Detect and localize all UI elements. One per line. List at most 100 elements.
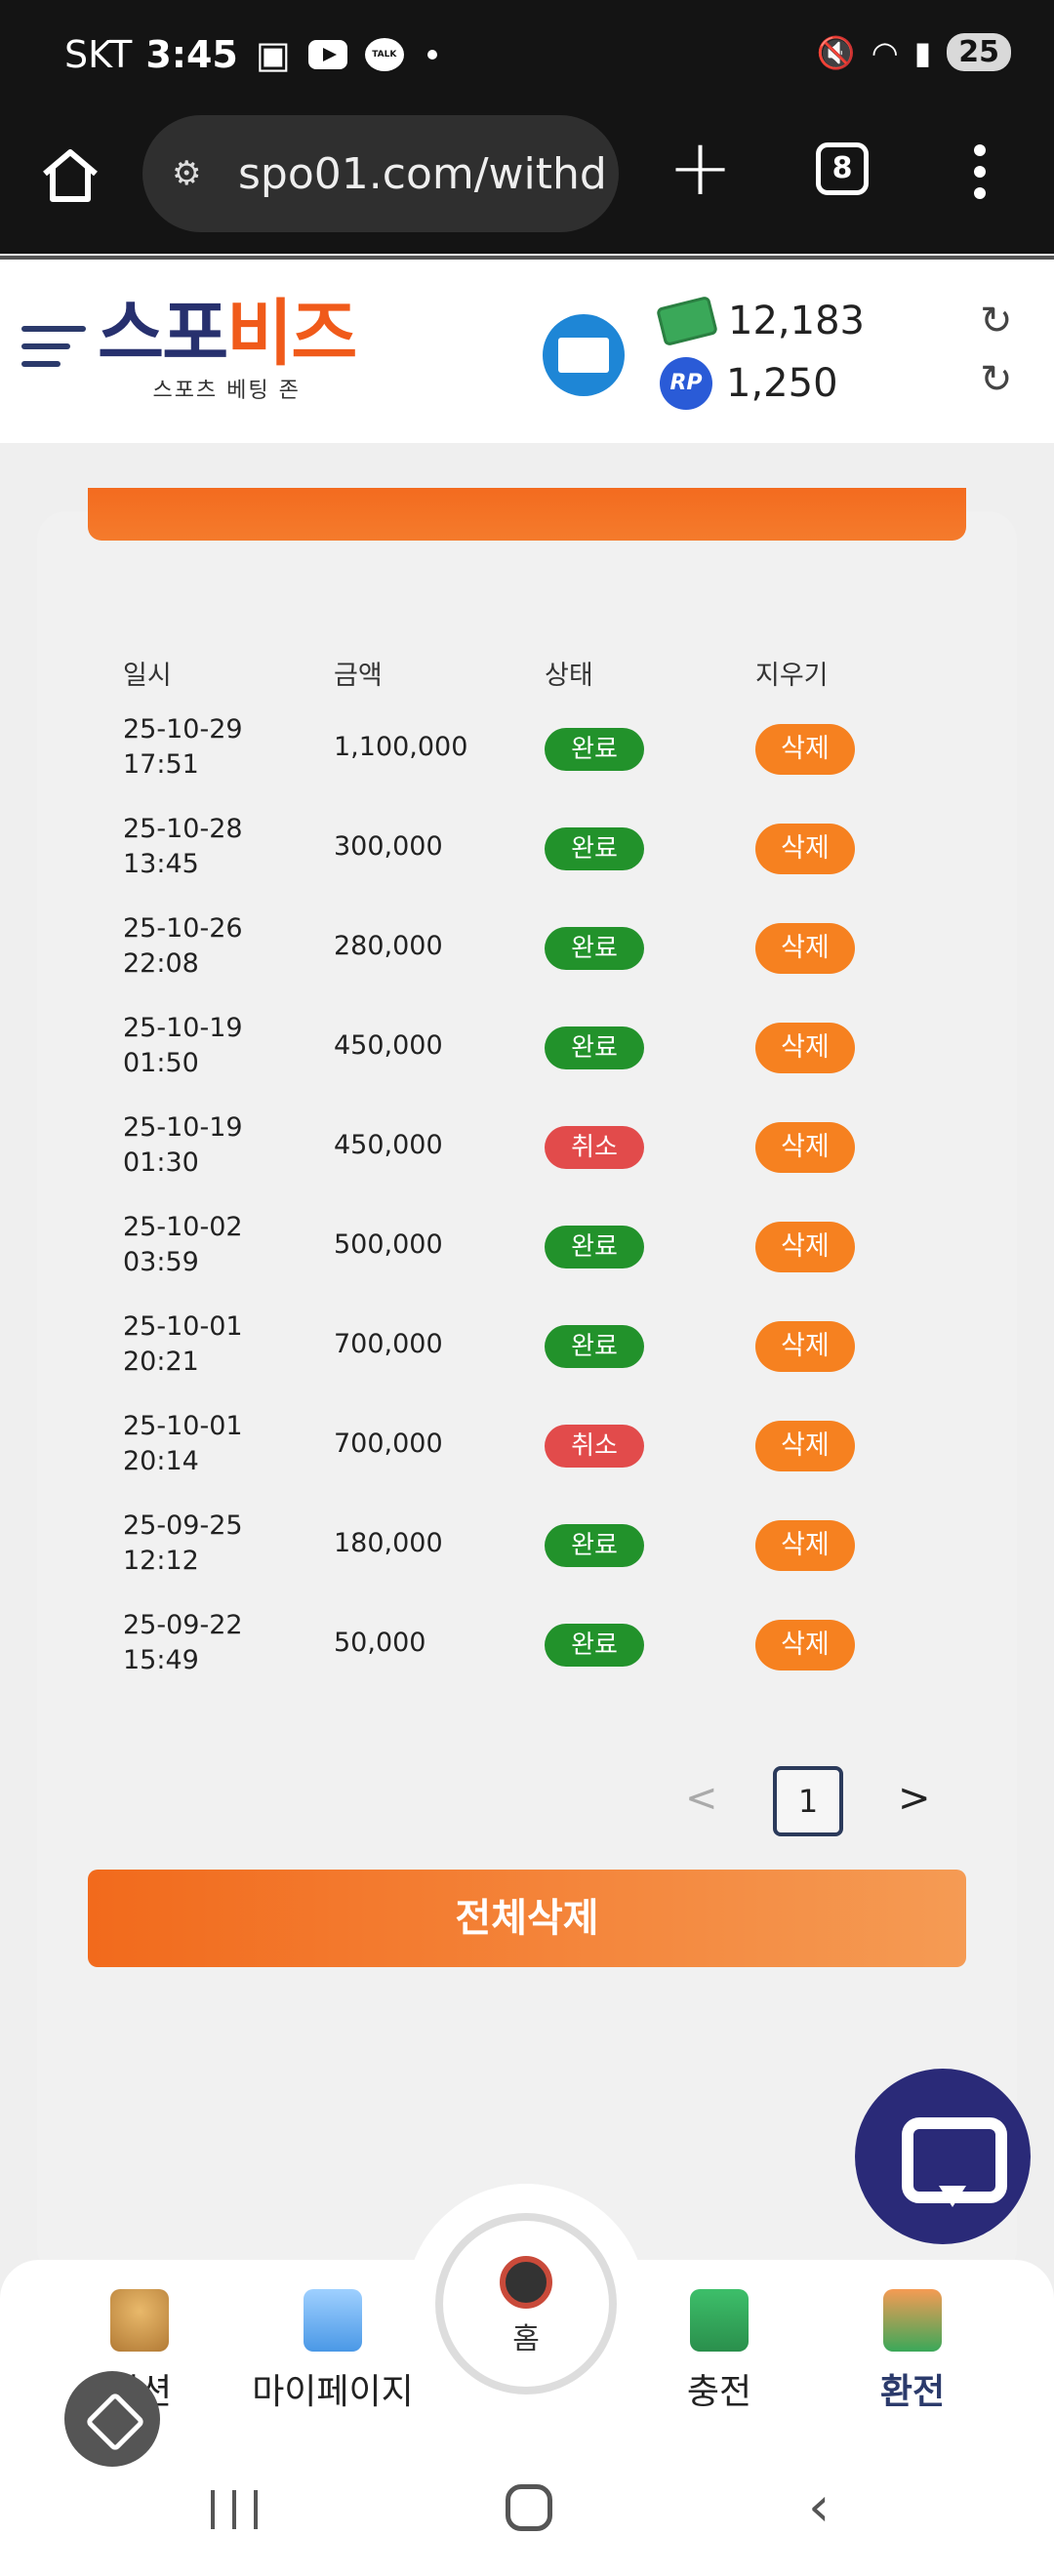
more-menu-icon[interactable] <box>970 144 990 209</box>
mail-icon[interactable] <box>543 314 625 396</box>
logo-subtitle: 스포츠 베팅 존 <box>152 379 301 403</box>
row-amount: 50,000 <box>334 1628 426 1658</box>
cash-balance: 12,183 <box>655 295 865 347</box>
new-tab-icon[interactable]: + <box>668 122 734 213</box>
row-time: 22:08 <box>123 948 199 979</box>
status-badge: 완료 <box>545 728 644 771</box>
rp-balance: RP 1,250 <box>660 357 838 410</box>
delete-row-button[interactable]: 삭제 <box>755 1222 855 1272</box>
row-time: 13:45 <box>123 849 199 879</box>
back-icon[interactable]: ‹ <box>808 2475 831 2539</box>
home-circle: 홈 <box>435 2213 617 2395</box>
delete-row-button[interactable]: 삭제 <box>755 1520 855 1571</box>
site-logo[interactable]: 스포비즈 스포츠 베팅 존 <box>98 297 357 404</box>
tab-switcher-button[interactable]: 8 <box>816 142 869 195</box>
address-bar[interactable]: ⚙ spo01.com/withd <box>142 115 619 232</box>
row-time: 20:21 <box>123 1347 199 1377</box>
header-delete: 지우기 <box>755 661 829 691</box>
row-time: 15:49 <box>123 1645 199 1675</box>
refresh-rp-icon[interactable]: ↻ <box>980 357 1013 402</box>
row-datetime: 25-10-01 20:21 <box>123 1309 243 1380</box>
hamburger-menu-icon[interactable] <box>21 326 86 379</box>
row-datetime: 25-10-19 01:30 <box>123 1110 243 1181</box>
content-card <box>37 511 1017 2277</box>
nav-item-home[interactable]: 홈 <box>406 2184 646 2424</box>
status-bar: SKT 3:45 ▣ TALK 🔇 ◠ ▮ 25 <box>0 0 1054 115</box>
nav-item-mypage[interactable]: 마이페이지 <box>240 2289 426 2414</box>
row-amount: 180,000 <box>334 1528 443 1558</box>
delete-row-button[interactable]: 삭제 <box>755 824 855 874</box>
prev-page-button[interactable]: < <box>685 1776 718 1821</box>
delete-row-button[interactable]: 삭제 <box>755 1620 855 1670</box>
table-row: 25-10-01 20:21 700,000 완료 삭제 <box>0 1309 1054 1409</box>
row-datetime: 25-09-22 15:49 <box>123 1608 243 1678</box>
delete-row-button[interactable]: 삭제 <box>755 1421 855 1471</box>
nav-item-exchange[interactable]: 환전 <box>820 2289 1005 2414</box>
page-number-button[interactable]: 1 <box>773 1766 843 1836</box>
clock: 3:45 <box>145 33 238 76</box>
row-date: 25-10-29 <box>123 714 243 745</box>
row-time: 03:59 <box>123 1247 199 1277</box>
row-amount: 300,000 <box>334 831 443 862</box>
carrier: SKT <box>64 33 133 76</box>
table-row: 25-10-01 20:14 700,000 취소 삭제 <box>0 1409 1054 1509</box>
nav-item-charge[interactable]: 충전 <box>627 2289 812 2414</box>
row-date: 25-09-22 <box>123 1610 243 1640</box>
table-row: 25-09-22 15:49 50,000 완료 삭제 <box>0 1608 1054 1708</box>
row-datetime: 25-10-19 01:50 <box>123 1011 243 1081</box>
status-badge: 완료 <box>545 1226 644 1268</box>
system-home-icon[interactable] <box>506 2484 552 2531</box>
row-amount: 280,000 <box>334 931 443 961</box>
status-badge: 완료 <box>545 1325 644 1368</box>
row-date: 25-10-02 <box>123 1212 243 1242</box>
refresh-cash-icon[interactable]: ↻ <box>980 299 1013 343</box>
row-date: 25-10-19 <box>123 1013 243 1043</box>
site-header: 스포비즈 스포츠 베팅 존 12,183 RP 1,250 ↻ ↻ <box>0 256 1054 443</box>
row-time: 20:14 <box>123 1446 199 1476</box>
system-nav-bar: ‹ <box>0 2435 1054 2576</box>
rotate-screen-icon[interactable] <box>64 2371 160 2467</box>
site-settings-icon[interactable]: ⚙ <box>172 154 202 193</box>
cash-amount: 12,183 <box>728 299 865 343</box>
cash-icon <box>655 295 719 347</box>
exchange-icon <box>883 2289 942 2352</box>
top-action-bar[interactable] <box>88 488 966 541</box>
status-right: 🔇 ◠ ▮ 25 <box>801 33 1011 71</box>
table-row: 25-09-25 12:12 180,000 완료 삭제 <box>0 1509 1054 1608</box>
row-date: 25-10-26 <box>123 913 243 944</box>
recent-apps-icon[interactable] <box>211 2490 258 2529</box>
status-badge: 완료 <box>545 1624 644 1667</box>
row-datetime: 25-09-25 12:12 <box>123 1509 243 1579</box>
delete-row-button[interactable]: 삭제 <box>755 1321 855 1372</box>
delete-row-button[interactable]: 삭제 <box>755 923 855 974</box>
url-text: spo01.com/withd <box>238 148 607 199</box>
logo-text-2: 비즈 <box>226 292 357 376</box>
table-row: 25-10-02 03:59 500,000 완료 삭제 <box>0 1210 1054 1309</box>
delete-row-button[interactable]: 삭제 <box>755 724 855 775</box>
rp-icon: RP <box>660 357 712 410</box>
status-badge: 완료 <box>545 927 644 970</box>
row-time: 12:12 <box>123 1546 199 1576</box>
next-page-button[interactable]: > <box>898 1776 931 1821</box>
row-amount: 700,000 <box>334 1429 443 1459</box>
row-time: 01:30 <box>123 1147 199 1178</box>
chat-icon[interactable] <box>855 2069 1031 2244</box>
row-datetime: 25-10-01 20:14 <box>123 1409 243 1479</box>
youtube-icon <box>307 40 347 69</box>
delete-row-button[interactable]: 삭제 <box>755 1023 855 1073</box>
row-time: 01:50 <box>123 1048 199 1078</box>
status-badge: 취소 <box>545 1126 644 1169</box>
notification-dot-icon <box>426 50 437 60</box>
signal-icon: ▮ <box>913 33 932 71</box>
delete-all-button[interactable]: 전체삭제 <box>88 1870 966 1967</box>
browser-home-icon[interactable] <box>39 144 101 207</box>
browser-toolbar: ⚙ spo01.com/withd + 8 <box>0 115 1054 254</box>
battery-indicator: 25 <box>947 33 1011 71</box>
mute-icon: 🔇 <box>816 33 856 71</box>
folder-icon <box>304 2289 362 2352</box>
header-date: 일시 <box>123 661 172 691</box>
row-datetime: 25-10-02 03:59 <box>123 1210 243 1280</box>
row-amount: 1,100,000 <box>334 732 468 762</box>
delete-row-button[interactable]: 삭제 <box>755 1122 855 1173</box>
row-datetime: 25-10-26 22:08 <box>123 911 243 982</box>
